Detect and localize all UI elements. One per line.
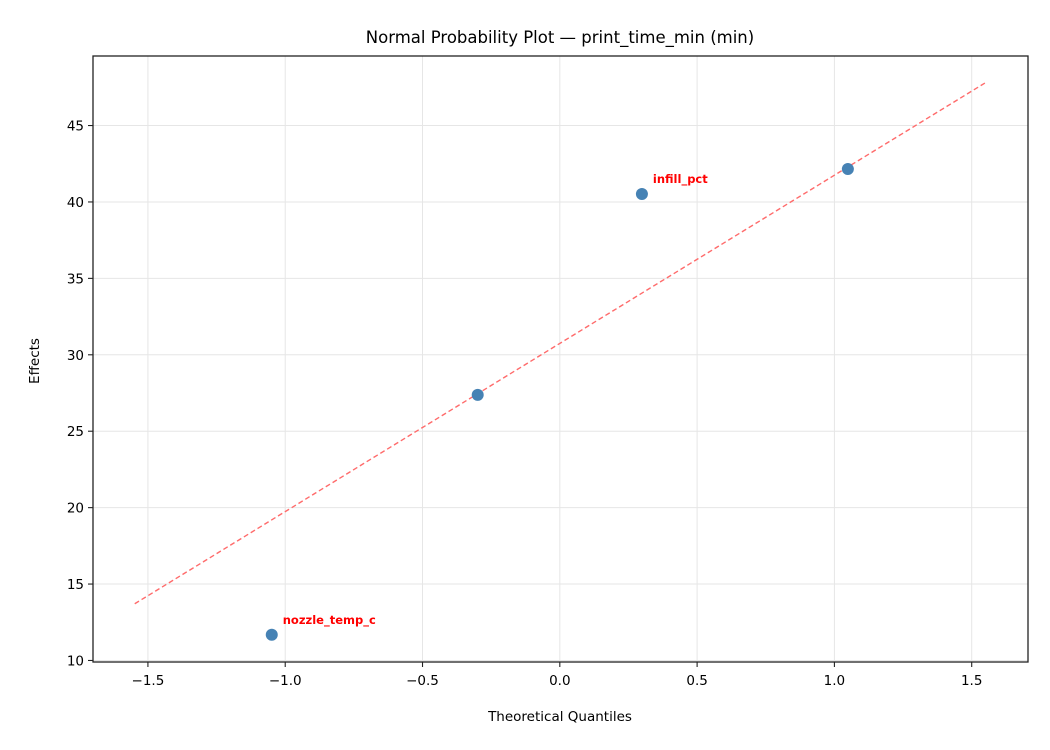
y-tick-label: 15 (67, 577, 84, 593)
y-tick-label: 45 (67, 119, 84, 135)
y-tick-label: 25 (67, 424, 84, 440)
data-point (471, 388, 484, 401)
y-tick-label: 30 (67, 348, 84, 364)
y-tick-label: 40 (67, 195, 84, 211)
y-tick-label: 35 (67, 271, 84, 287)
data-points (265, 162, 854, 641)
x-tick-label: 0.0 (549, 673, 570, 689)
x-tick-label: 1.5 (961, 673, 982, 689)
point-annotations: nozzle_temp_c infill_pct (283, 172, 708, 628)
point-label: nozzle_temp_c (283, 613, 376, 628)
y-axis-ticks: 10 15 20 25 30 35 40 45 (67, 119, 93, 669)
y-axis-label: Effects (27, 338, 43, 384)
point-label: infill_pct (653, 172, 708, 187)
data-point (265, 628, 278, 641)
x-tick-label: −1.5 (132, 673, 165, 689)
y-tick-label: 10 (67, 653, 84, 669)
fit-line (134, 82, 986, 605)
grid-lines (93, 56, 1028, 662)
x-tick-label: −1.0 (269, 673, 302, 689)
x-tick-label: 0.5 (686, 673, 707, 689)
data-point (841, 162, 854, 175)
y-tick-label: 20 (67, 501, 84, 517)
x-axis-ticks: −1.5 −1.0 −0.5 0.0 0.5 1.0 1.5 (132, 662, 982, 689)
axes-frame (92, 55, 1029, 663)
data-point (635, 188, 648, 201)
x-tick-label: 1.0 (824, 673, 845, 689)
chart-title: Normal Probability Plot — print_time_min… (366, 28, 754, 48)
reference-line (134, 82, 986, 605)
x-tick-label: −0.5 (406, 673, 439, 689)
x-axis-label: Theoretical Quantiles (487, 709, 632, 725)
